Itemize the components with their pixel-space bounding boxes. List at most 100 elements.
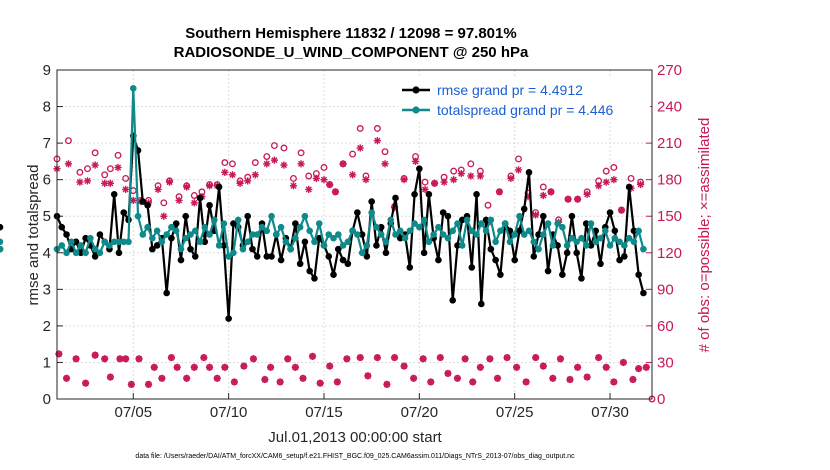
rmse-point	[587, 242, 595, 249]
spread-point	[601, 227, 609, 235]
obs-assimilated-point-stroke	[421, 186, 429, 193]
obs-possible-point	[349, 150, 357, 158]
obs-assimilated-point-stroke	[116, 355, 124, 362]
obs-possible-point	[373, 125, 381, 132]
obs-assimilated-point	[453, 374, 462, 382]
spread-point	[435, 223, 442, 231]
obs-assimilated-point	[190, 199, 198, 207]
y2-tick-label: 180	[657, 172, 682, 189]
obs-assimilated-point	[610, 176, 618, 184]
spread-point	[253, 231, 261, 238]
obs-assimilated-point	[205, 182, 214, 190]
spread-point	[0, 245, 4, 253]
obs-possible-point	[421, 178, 429, 186]
obs-assimilated-point-stroke	[584, 191, 591, 198]
rmse-point	[535, 231, 542, 238]
obs-assimilated-point	[297, 160, 305, 168]
rmse-point	[444, 212, 452, 220]
obs-assimilated-point-stroke	[191, 364, 198, 371]
obs-assimilated-point	[583, 190, 591, 198]
rmse-point	[411, 190, 418, 198]
obs-assimilated-point	[175, 196, 183, 204]
rmse-point	[215, 183, 223, 191]
obs-assimilated-point	[532, 353, 540, 362]
rmse-point	[249, 245, 256, 253]
obs-possible-point	[221, 159, 229, 167]
obs-assimilated-point-stroke	[357, 144, 364, 152]
rmse-point	[187, 245, 194, 253]
obs-assimilated-point-stroke	[635, 365, 642, 372]
rmse-point	[306, 267, 313, 275]
y2-tick-label: 240	[657, 99, 682, 116]
obs-assimilated-point	[167, 353, 176, 362]
obs-assimilated-point	[610, 378, 618, 386]
obs-assimilated-point	[244, 177, 252, 185]
spread-point	[525, 227, 533, 235]
obs-possible-point	[106, 165, 114, 173]
obs-assimilated-point	[289, 182, 298, 190]
obs-assimilated-point	[381, 160, 389, 168]
spread-point	[401, 234, 409, 242]
obs-assimilated-point	[635, 364, 643, 373]
y2-tick-label: 0	[657, 391, 665, 408]
obs-assimilated-point-stroke	[101, 355, 108, 362]
rmse-point	[110, 190, 118, 198]
x-tick-label: 07/25	[496, 404, 534, 421]
y-tick-label: 3	[43, 281, 51, 298]
obs-assimilated-point	[514, 166, 523, 174]
y2-tick-label: 60	[657, 318, 674, 335]
obs-assimilated-point	[106, 179, 114, 187]
obs-assimilated-point	[101, 355, 109, 363]
obs-assimilated-point	[266, 363, 275, 371]
obs-assimilated-point-stroke	[381, 160, 389, 167]
rmse-point	[339, 256, 347, 264]
obs-assimilated-point	[410, 374, 418, 382]
rmse-point	[153, 242, 161, 249]
obs-assimilated-point-stroke	[400, 363, 408, 370]
rmse-point	[373, 242, 380, 249]
obs-assimilated-point	[400, 176, 408, 184]
spread-point	[82, 249, 89, 257]
obs-possible-point	[484, 201, 492, 209]
obs-assimilated-point-stroke	[244, 177, 251, 184]
obs-assimilated-point	[62, 374, 71, 382]
obs-assimilated-point-stroke	[271, 157, 278, 164]
spread-point	[292, 234, 299, 242]
rmse-point	[377, 223, 385, 231]
obs-assimilated-point	[450, 176, 458, 184]
obs-assimilated-point-stroke	[574, 364, 581, 371]
spread-point	[211, 216, 218, 224]
obs-assimilated-point-stroke	[469, 378, 476, 386]
obs-assimilated-point-stroke	[299, 375, 307, 382]
obs-assimilated-point-stroke	[410, 375, 417, 382]
obs-assimilated-point-stroke	[565, 196, 572, 203]
spread-point	[311, 238, 318, 246]
obs-possible-point	[467, 160, 475, 168]
obs-assimilated-point-stroke	[595, 354, 602, 361]
obs-assimilated-point	[91, 161, 99, 169]
obs-assimilated-point-stroke	[349, 171, 356, 178]
rmse-point	[277, 256, 285, 264]
y2-tick-label: 90	[657, 281, 674, 298]
plot-frame	[56, 69, 653, 400]
obs-assimilated-point	[430, 179, 439, 187]
obs-assimilated-point-stroke	[540, 363, 547, 370]
obs-assimilated-point-stroke	[191, 199, 198, 206]
spread-point	[549, 242, 557, 249]
obs-assimilated-point-stroke	[391, 354, 398, 361]
spread-point	[430, 231, 437, 238]
spread-point	[625, 234, 633, 242]
spread-point	[530, 238, 538, 246]
obs-assimilated-point	[343, 355, 351, 363]
rmse-point	[554, 242, 561, 249]
y-tick-label: 4	[43, 245, 51, 262]
obs-assimilated-point-stroke	[82, 380, 89, 387]
obs-possible-point	[76, 168, 84, 176]
obs-assimilated-point	[76, 178, 84, 186]
obs-assimilated-point-stroke	[477, 364, 484, 371]
spread-point	[149, 234, 156, 242]
rmse-point	[72, 238, 80, 246]
rmse-point	[149, 245, 156, 253]
spread-point	[501, 220, 509, 227]
obs-assimilated-point	[316, 379, 324, 387]
